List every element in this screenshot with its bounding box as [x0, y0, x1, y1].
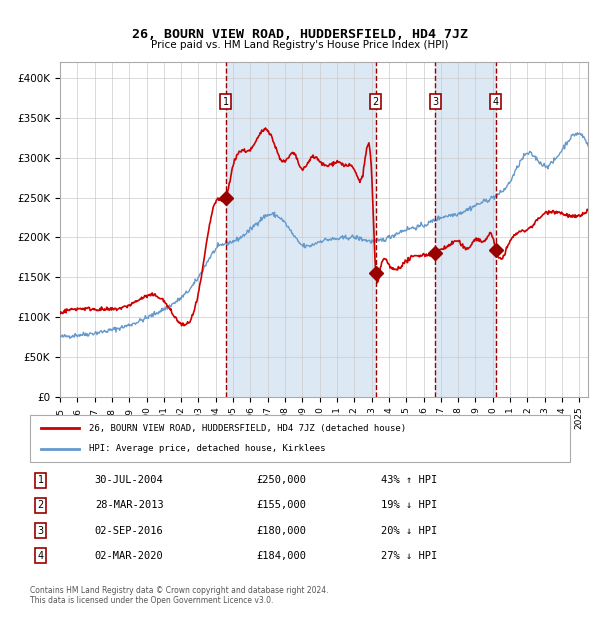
Bar: [60, 62, 226, 397]
Text: 43% ↑ HPI: 43% ↑ HPI: [381, 475, 437, 485]
Text: 2: 2: [373, 97, 379, 107]
Text: 2: 2: [38, 500, 44, 510]
Text: 19% ↓ HPI: 19% ↓ HPI: [381, 500, 437, 510]
Text: 4: 4: [493, 97, 499, 107]
Text: £180,000: £180,000: [257, 526, 307, 536]
Text: 27% ↓ HPI: 27% ↓ HPI: [381, 551, 437, 561]
Text: Price paid vs. HM Land Registry's House Price Index (HPI): Price paid vs. HM Land Registry's House …: [151, 40, 449, 50]
Text: £155,000: £155,000: [257, 500, 307, 510]
Bar: [435, 62, 496, 397]
Text: £250,000: £250,000: [257, 475, 307, 485]
Text: 3: 3: [38, 526, 44, 536]
Bar: [376, 62, 435, 397]
Bar: [226, 62, 376, 397]
Text: Contains HM Land Registry data © Crown copyright and database right 2024.
This d: Contains HM Land Registry data © Crown c…: [30, 586, 329, 605]
Text: 3: 3: [432, 97, 438, 107]
Text: £184,000: £184,000: [257, 551, 307, 561]
Text: 30-JUL-2004: 30-JUL-2004: [95, 475, 164, 485]
Text: 26, BOURN VIEW ROAD, HUDDERSFIELD, HD4 7JZ: 26, BOURN VIEW ROAD, HUDDERSFIELD, HD4 7…: [132, 28, 468, 41]
Bar: [496, 62, 588, 397]
Text: 26, BOURN VIEW ROAD, HUDDERSFIELD, HD4 7JZ (detached house): 26, BOURN VIEW ROAD, HUDDERSFIELD, HD4 7…: [89, 424, 407, 433]
Text: 02-MAR-2020: 02-MAR-2020: [95, 551, 164, 561]
Text: 28-MAR-2013: 28-MAR-2013: [95, 500, 164, 510]
Text: 1: 1: [223, 97, 229, 107]
Text: 02-SEP-2016: 02-SEP-2016: [95, 526, 164, 536]
FancyBboxPatch shape: [30, 415, 570, 462]
Text: 20% ↓ HPI: 20% ↓ HPI: [381, 526, 437, 536]
Text: 1: 1: [38, 475, 44, 485]
Text: HPI: Average price, detached house, Kirklees: HPI: Average price, detached house, Kirk…: [89, 445, 326, 453]
Text: 4: 4: [38, 551, 44, 561]
